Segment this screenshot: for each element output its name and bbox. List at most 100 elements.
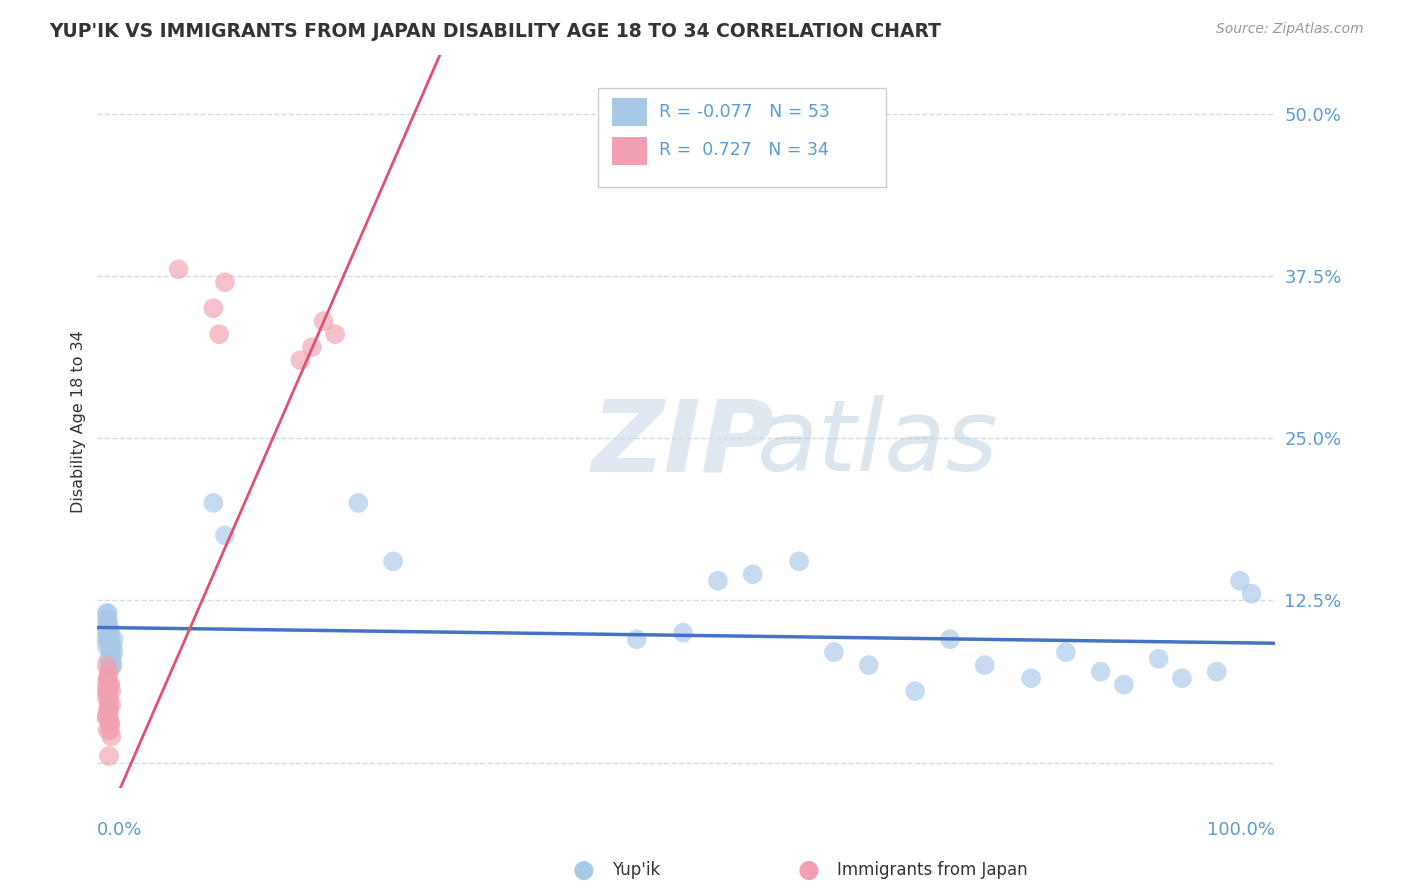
Point xyxy=(97,632,120,647)
Point xyxy=(97,704,120,718)
Point xyxy=(1205,665,1227,679)
Point xyxy=(96,625,118,640)
Point xyxy=(100,730,122,744)
Point xyxy=(97,625,120,640)
Point xyxy=(97,684,120,698)
Point xyxy=(1229,574,1251,588)
Point xyxy=(1054,645,1077,659)
Point xyxy=(97,710,120,724)
Text: ●: ● xyxy=(797,858,820,881)
Point xyxy=(103,632,125,647)
Point xyxy=(96,684,118,698)
Point xyxy=(97,690,120,705)
Point xyxy=(312,314,335,328)
Point xyxy=(97,632,120,647)
Text: ●: ● xyxy=(572,858,595,881)
Point xyxy=(904,684,927,698)
Point xyxy=(97,619,120,633)
Point xyxy=(858,658,880,673)
Text: ZIP: ZIP xyxy=(592,395,775,492)
Point xyxy=(707,574,730,588)
Point xyxy=(100,684,122,698)
Point xyxy=(347,496,370,510)
Point xyxy=(96,613,118,627)
Point xyxy=(98,716,121,731)
Point xyxy=(301,340,323,354)
Text: Source: ZipAtlas.com: Source: ZipAtlas.com xyxy=(1216,22,1364,37)
Text: R =  0.727   N = 34: R = 0.727 N = 34 xyxy=(659,142,828,160)
Point xyxy=(96,658,118,673)
Point xyxy=(97,723,120,737)
Point xyxy=(97,606,120,620)
Text: atlas: atlas xyxy=(756,395,998,492)
Point xyxy=(1019,671,1042,685)
Point xyxy=(787,554,810,568)
Point xyxy=(101,658,124,673)
Point xyxy=(214,528,236,542)
Point xyxy=(98,678,121,692)
Point xyxy=(98,632,121,647)
Point xyxy=(100,645,122,659)
Point xyxy=(98,645,121,659)
Point xyxy=(100,651,122,665)
Point xyxy=(672,625,695,640)
Point xyxy=(1090,665,1112,679)
Point xyxy=(1240,587,1263,601)
Point xyxy=(97,704,120,718)
Point xyxy=(202,301,225,316)
Point xyxy=(167,262,190,277)
Text: Immigrants from Japan: Immigrants from Japan xyxy=(837,861,1028,879)
Text: 0.0%: 0.0% xyxy=(97,821,143,838)
Point xyxy=(96,639,118,653)
Point xyxy=(97,671,120,685)
Point xyxy=(973,658,995,673)
Point xyxy=(96,606,118,620)
Point xyxy=(97,704,120,718)
Point xyxy=(97,625,120,640)
Point xyxy=(214,275,236,289)
Point xyxy=(939,632,962,647)
Point xyxy=(98,658,121,673)
Text: R = -0.077   N = 53: R = -0.077 N = 53 xyxy=(659,103,830,120)
Bar xyxy=(612,98,647,127)
Text: 100.0%: 100.0% xyxy=(1206,821,1275,838)
Point xyxy=(202,496,225,510)
Point xyxy=(96,710,118,724)
Point xyxy=(98,678,121,692)
Text: YUP'IK VS IMMIGRANTS FROM JAPAN DISABILITY AGE 18 TO 34 CORRELATION CHART: YUP'IK VS IMMIGRANTS FROM JAPAN DISABILI… xyxy=(49,22,941,41)
Point xyxy=(97,625,120,640)
Point xyxy=(741,567,763,582)
Point xyxy=(823,645,845,659)
Point xyxy=(1147,651,1170,665)
Point xyxy=(100,651,122,665)
Point xyxy=(98,639,121,653)
Point xyxy=(97,697,120,711)
Point xyxy=(1112,678,1135,692)
Point xyxy=(96,710,118,724)
Point xyxy=(100,697,122,711)
Point xyxy=(101,658,124,673)
Point xyxy=(100,645,122,659)
Point xyxy=(98,716,121,731)
Point xyxy=(208,327,231,342)
Point xyxy=(626,632,648,647)
Bar xyxy=(612,137,647,165)
Point xyxy=(1171,671,1194,685)
Point xyxy=(98,625,121,640)
Bar xyxy=(598,88,886,187)
Y-axis label: Disability Age 18 to 34: Disability Age 18 to 34 xyxy=(72,330,86,513)
Point xyxy=(97,619,120,633)
Point xyxy=(97,671,120,685)
Point xyxy=(101,639,124,653)
Point xyxy=(290,353,312,368)
Point xyxy=(103,645,125,659)
Point xyxy=(97,651,120,665)
Text: Yup'ik: Yup'ik xyxy=(612,861,659,879)
Point xyxy=(97,619,120,633)
Point xyxy=(97,613,120,627)
Point xyxy=(98,723,121,737)
Point xyxy=(323,327,346,342)
Point xyxy=(97,749,120,764)
Point xyxy=(96,678,118,692)
Point xyxy=(97,665,120,679)
